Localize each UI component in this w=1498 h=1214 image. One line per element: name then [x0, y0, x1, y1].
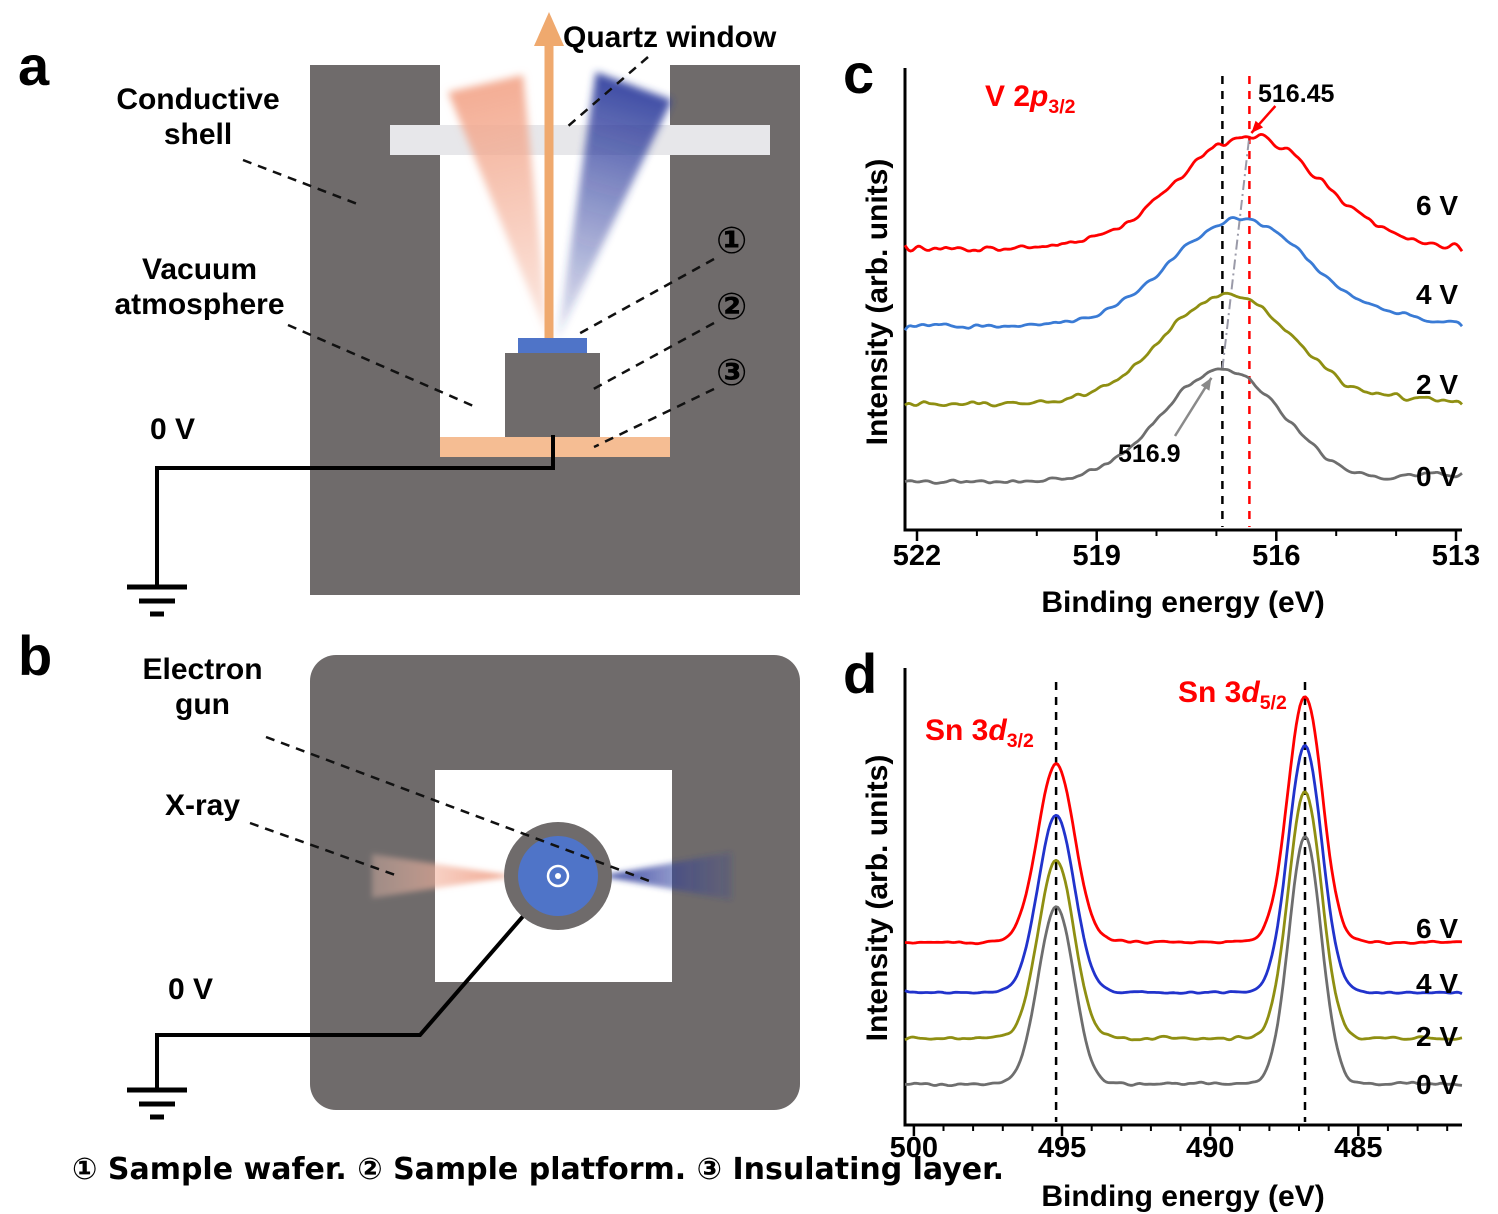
leader-xray: [249, 821, 399, 878]
sample-platform-shape: [505, 353, 600, 437]
leader-marker1: [574, 257, 715, 338]
electron-beam: [557, 72, 672, 340]
sample-wafer-shape: [518, 338, 587, 353]
leader-quartz-window: [566, 56, 649, 128]
diagram-top-view: [127, 655, 800, 1120]
leader-electron-gun: [265, 735, 653, 884]
quartz-window-shape: [390, 125, 770, 155]
peak-label-prefix: Sn 3: [925, 714, 989, 747]
spectrum-curve-2V: [904, 291, 1463, 408]
xray-beam-top: [372, 854, 514, 898]
figure-caption: ① Sample wafer. ② Sample platform. ③ Ins…: [72, 1152, 1005, 1187]
peak-label-sub: 3/2: [1006, 730, 1034, 752]
panel-letter-a: a: [18, 34, 50, 97]
panel-a-ground-label: 0 V: [150, 413, 196, 446]
x-tick-label: 500: [889, 1132, 939, 1164]
axes: [903, 668, 1462, 1127]
series-label: 2 V: [1415, 369, 1458, 401]
spectrum-curve-0V: [904, 835, 1463, 1087]
xps-chart-sn3d: Intensity (arb. units) Binding energy (e…: [840, 640, 1498, 1214]
panel-b-ground-label: 0 V: [168, 973, 214, 1006]
x-tick-label: 513: [1431, 540, 1481, 572]
ground-wire-b: [155, 874, 560, 1088]
chart-d-canvas: [903, 668, 1463, 1136]
xps-chart-v2p: Intensity (arb. units) Binding energy (e…: [840, 40, 1498, 630]
series-label: 2 V: [1415, 1021, 1458, 1053]
series-label: 6 V: [1415, 189, 1458, 221]
peak-label-orbital: d: [1241, 676, 1260, 709]
peak-shift-guide: [1221, 135, 1251, 369]
series-label: 4 V: [1415, 278, 1458, 310]
x-tick-label: 490: [1185, 1132, 1235, 1164]
spectrum-curve-6V: [904, 695, 1463, 946]
peak-label-prefix: Sn 3: [1178, 676, 1242, 709]
x-tick-label: 519: [1072, 540, 1121, 572]
leader-marker2: [587, 321, 715, 394]
peak-label-v2p32: V 2p3/2: [985, 82, 1075, 118]
marker-1: ①: [716, 219, 748, 262]
x-tick-label: 485: [1334, 1132, 1383, 1164]
beam-spot-ring: [546, 864, 570, 888]
peak-label-sn3d32: Sn 3d3/2: [925, 716, 1034, 752]
xray-label: X-ray: [165, 789, 241, 822]
diagram-side-view: [127, 12, 800, 617]
electron-beam-top: [600, 852, 732, 900]
conductive-shell-shape: [310, 65, 800, 595]
annotation-arrowhead: [1251, 120, 1264, 133]
y-axis-label-d: Intensity (arb. units): [861, 754, 894, 1042]
beam-spot-dot: [555, 873, 561, 879]
leader-vacuum: [287, 323, 479, 410]
panel-letter-c: c: [843, 42, 875, 105]
annotation-initial-peak: 516.9: [1118, 440, 1181, 468]
series-label: 0 V: [1415, 1068, 1458, 1100]
annotation-arrowhead: [1200, 377, 1212, 391]
series-label: 0 V: [1415, 460, 1458, 492]
x-axis-label-c: Binding energy (eV): [1041, 586, 1325, 619]
peak-label-orbital: d: [988, 714, 1007, 747]
axes: [903, 68, 1462, 532]
leader-marker3: [593, 387, 715, 449]
series-label: 4 V: [1415, 968, 1458, 1000]
leader-conductive-shell: [242, 158, 361, 207]
quartz-window-label: Quartz window: [563, 21, 777, 54]
emitted-light-arrowhead: [534, 12, 564, 46]
peak-label-sub: 5/2: [1259, 692, 1287, 714]
spectrum-curve-4V: [904, 744, 1463, 995]
panel-letter-b: b: [18, 624, 53, 687]
spectrum-curve-4V: [903, 216, 1464, 332]
xray-beam: [448, 75, 549, 340]
peak-label-prefix: V 2: [985, 80, 1031, 113]
ground-wire: [155, 435, 555, 585]
marker-3: ③: [716, 351, 748, 394]
peak-label-sub: 3/2: [1048, 96, 1076, 118]
x-axis-label-d: Binding energy (eV): [1041, 1180, 1325, 1213]
conductive-shell-label: Conductive shell: [116, 83, 280, 152]
spectrum-curve-0V: [904, 367, 1463, 485]
marker-2: ②: [716, 285, 748, 328]
x-tick-label: 516: [1252, 540, 1301, 572]
electron-gun-label: Electron gun: [142, 653, 263, 722]
peak-label-orbital: p: [1030, 80, 1049, 113]
peak-label-sn3d52: Sn 3d5/2: [1178, 678, 1287, 714]
series-label: 6 V: [1415, 913, 1458, 945]
panel-letter-d: d: [843, 642, 878, 705]
y-axis-label-c: Intensity (arb. units): [861, 158, 894, 446]
x-tick-label: 522: [892, 540, 942, 572]
vacuum-atmosphere-label: Vacuum atmosphere: [114, 253, 285, 322]
spectrum-curve-2V: [904, 790, 1463, 1042]
spectrum-curve-6V: [903, 133, 1464, 253]
annotation-shifted-peak: 516.45: [1258, 80, 1335, 108]
x-tick-label: 495: [1037, 1132, 1087, 1164]
chart-c-canvas: [903, 68, 1464, 541]
